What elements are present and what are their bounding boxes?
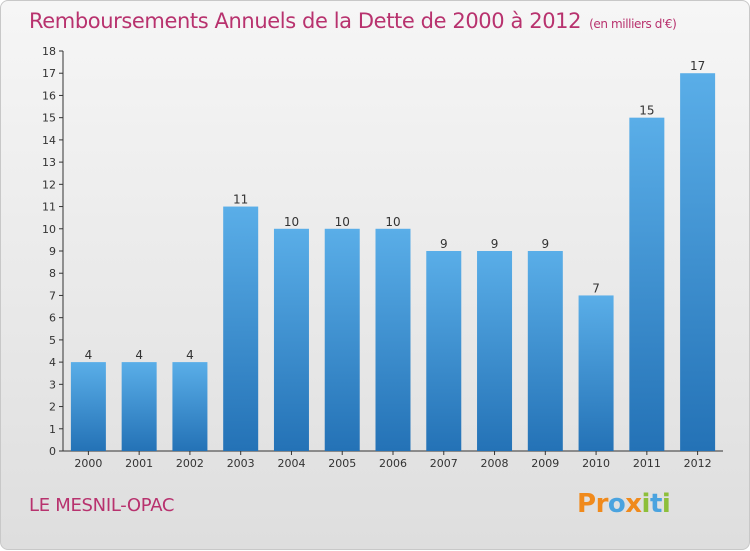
data-label: 9 [440, 237, 448, 251]
y-tick-label: 13 [42, 156, 56, 169]
data-label: 15 [639, 104, 654, 118]
y-tick-label: 7 [49, 289, 56, 302]
logo-letter: o [607, 489, 626, 519]
bar-2003 [223, 206, 259, 451]
data-label: 4 [135, 348, 143, 362]
logo-letter: t [649, 489, 662, 519]
x-tick-label: 2002 [176, 457, 204, 470]
chart-subtitle: (en milliers d'€) [589, 17, 677, 31]
logo-letter: i [661, 489, 671, 519]
bar-2000 [70, 362, 106, 451]
y-tick-label: 4 [49, 356, 56, 369]
bar-2012 [680, 73, 716, 451]
bar-2002 [172, 362, 208, 451]
x-tick-label: 2006 [379, 457, 407, 470]
x-tick-label: 2007 [430, 457, 458, 470]
bar-2008 [477, 251, 513, 451]
data-label: 17 [690, 59, 705, 73]
y-tick-label: 12 [42, 178, 56, 191]
bar-2001 [121, 362, 157, 451]
x-tick-label: 2004 [277, 457, 305, 470]
y-tick-label: 6 [49, 312, 56, 325]
y-tick-label: 17 [42, 67, 56, 80]
chart-title: Remboursements Annuels de la Dette de 20… [29, 9, 677, 33]
data-labels: 4 4 4 11 10 10 10 9 9 9 7 15 17 [85, 59, 706, 362]
data-label: 10 [284, 215, 299, 229]
commune-label: LE MESNIL-OPAC [29, 495, 175, 516]
logo-letter: x [625, 489, 642, 519]
data-label: 10 [335, 215, 350, 229]
x-tick-label: 2012 [684, 457, 712, 470]
logo-letter: r [595, 489, 609, 519]
y-tick-label: 10 [42, 223, 56, 236]
bars [70, 73, 716, 452]
x-tick-label: 2001 [125, 457, 153, 470]
bar-2004 [273, 228, 309, 451]
y-tick-label: 0 [49, 445, 56, 458]
y-tick-label: 8 [49, 267, 56, 280]
data-label: 9 [541, 237, 549, 251]
proxiti-logo: Proxiti [577, 489, 671, 519]
title-text: Remboursements Annuels de la Dette de 20… [29, 9, 582, 33]
x-tick-label: 2009 [531, 457, 559, 470]
bar-2007 [426, 251, 462, 451]
y-tick-label: 9 [49, 245, 56, 258]
data-label: 4 [85, 348, 93, 362]
bar-2005 [324, 228, 360, 451]
data-label: 10 [385, 215, 400, 229]
data-label: 11 [233, 193, 248, 207]
y-tick-label: 11 [42, 201, 56, 214]
bar-2010 [578, 295, 614, 451]
y-tick-label: 14 [42, 134, 56, 147]
x-tick-label: 2011 [633, 457, 661, 470]
logo-letter: P [577, 489, 596, 519]
y-tick-label: 18 [42, 45, 56, 58]
bar-2011 [629, 117, 665, 452]
x-tick-label: 2008 [481, 457, 509, 470]
y-tick-label: 1 [49, 423, 56, 436]
bar-2009 [527, 251, 563, 451]
x-tick-label: 2000 [74, 457, 102, 470]
data-label: 7 [592, 281, 600, 295]
y-tick-label: 15 [42, 112, 56, 125]
y-tick-label: 2 [49, 401, 56, 414]
x-tick-label: 2005 [328, 457, 356, 470]
x-tick-label: 2010 [582, 457, 610, 470]
y-tick-label: 3 [49, 378, 56, 391]
bar-2006 [375, 228, 411, 451]
x-tick-label: 2003 [227, 457, 255, 470]
logo-letter: i [641, 489, 651, 519]
y-tick-label: 16 [42, 89, 56, 102]
data-label: 9 [491, 237, 499, 251]
data-label: 4 [186, 348, 194, 362]
y-tick-label: 5 [49, 334, 56, 347]
